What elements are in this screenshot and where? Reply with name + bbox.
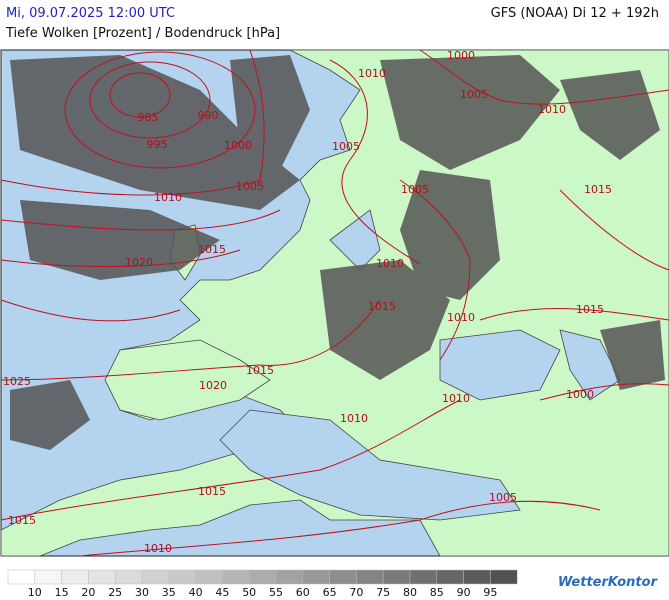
legend-label: 15 bbox=[55, 586, 69, 599]
isobar-label: 1010 bbox=[154, 191, 182, 204]
legend-swatch bbox=[114, 569, 143, 585]
legend-label: 65 bbox=[323, 586, 337, 599]
isobar-label: 1005 bbox=[401, 183, 429, 196]
isobar-label: 1005 bbox=[236, 180, 264, 193]
legend-swatch bbox=[34, 569, 62, 585]
date-label: Mi, 09.07.2025 12:00 UTC bbox=[6, 6, 176, 21]
model-label: GFS (NOAA) Di 12 + 192h bbox=[490, 6, 659, 21]
legend: 10 15 20 25 30 35 40 45 50 55 60 65 70 75 80 85 90 95 bbox=[7, 569, 518, 599]
clouds bbox=[10, 55, 665, 450]
legend-swatch bbox=[61, 569, 89, 585]
legend-swatch bbox=[248, 569, 277, 585]
isobar-label: 1010 bbox=[538, 103, 566, 116]
isobar-label: 1015 bbox=[584, 183, 612, 196]
isobar-label: 1010 bbox=[358, 67, 386, 80]
legend-label: 20 bbox=[81, 586, 95, 599]
isobar-label: 1005 bbox=[460, 88, 488, 101]
legend-swatch bbox=[356, 569, 384, 585]
legend-label: 80 bbox=[403, 586, 417, 599]
legend-swatch bbox=[168, 569, 196, 585]
subtitle: Tiefe Wolken [Prozent] / Bodendruck [hPa… bbox=[6, 26, 281, 41]
isobar-label: 1000 bbox=[447, 49, 475, 62]
isobar-label: 1010 bbox=[340, 412, 368, 425]
legend-swatch bbox=[195, 569, 223, 585]
legend-swatch bbox=[490, 569, 518, 585]
legend-swatch bbox=[409, 569, 438, 585]
legend-swatch bbox=[382, 569, 411, 585]
legend-swatch bbox=[275, 569, 304, 585]
isobar-label: 1020 bbox=[125, 256, 153, 269]
legend-label: 95 bbox=[483, 586, 497, 599]
isobar-label: 1025 bbox=[3, 375, 31, 388]
legend-label: 55 bbox=[269, 586, 283, 599]
inland-seas bbox=[219, 209, 621, 521]
legend-label: 85 bbox=[430, 586, 444, 599]
isobar-label: 1015 bbox=[576, 303, 604, 316]
isobar-label: 995 bbox=[147, 138, 168, 151]
legend-label: 45 bbox=[215, 586, 229, 599]
isobar-label: 1020 bbox=[199, 379, 227, 392]
isobar-label: 1000 bbox=[224, 139, 252, 152]
isobars bbox=[0, 49, 669, 557]
isobar-label: 1015 bbox=[246, 364, 274, 377]
legend-swatch bbox=[463, 569, 491, 585]
legend-label: 25 bbox=[108, 586, 122, 599]
isobar-label: 1015 bbox=[198, 485, 226, 498]
isobar-label: 1005 bbox=[489, 491, 517, 504]
isobar-label: 1010 bbox=[144, 542, 172, 555]
isobar-label: 1005 bbox=[332, 140, 360, 153]
legend-swatch bbox=[141, 569, 170, 585]
legend-swatch bbox=[436, 569, 464, 585]
isobar-label: 1015 bbox=[198, 243, 226, 256]
legend-label: 90 bbox=[457, 586, 471, 599]
legend-swatch bbox=[329, 569, 357, 585]
legend-label: 30 bbox=[135, 586, 149, 599]
legend-label: 60 bbox=[296, 586, 310, 599]
legend-swatch bbox=[7, 569, 36, 585]
legend-label: 40 bbox=[189, 586, 203, 599]
legend-swatch bbox=[222, 569, 250, 585]
isobar-label: 1015 bbox=[8, 514, 36, 527]
legend-label: 70 bbox=[349, 586, 363, 599]
isobar-label: 1015 bbox=[368, 300, 396, 313]
logo: WetterKontor bbox=[557, 575, 657, 590]
isobar-label: 985 bbox=[138, 111, 159, 124]
isobar-label: 990 bbox=[198, 109, 219, 122]
isobar-label: 1010 bbox=[376, 257, 404, 270]
legend-swatch bbox=[302, 569, 330, 585]
legend-swatch bbox=[88, 569, 116, 585]
isobar-label: 1010 bbox=[442, 392, 470, 405]
legend-label: 50 bbox=[242, 586, 256, 599]
legend-label: 75 bbox=[376, 586, 390, 599]
isobar-label: 1010 bbox=[447, 311, 475, 324]
legend-label: 10 bbox=[28, 586, 42, 599]
isobar-label: 1000 bbox=[566, 388, 594, 401]
legend-label: 35 bbox=[162, 586, 176, 599]
isobar-labels: 985 990 995 1000 1005 1010 1015 1020 1025 1020 101… bbox=[3, 49, 612, 555]
